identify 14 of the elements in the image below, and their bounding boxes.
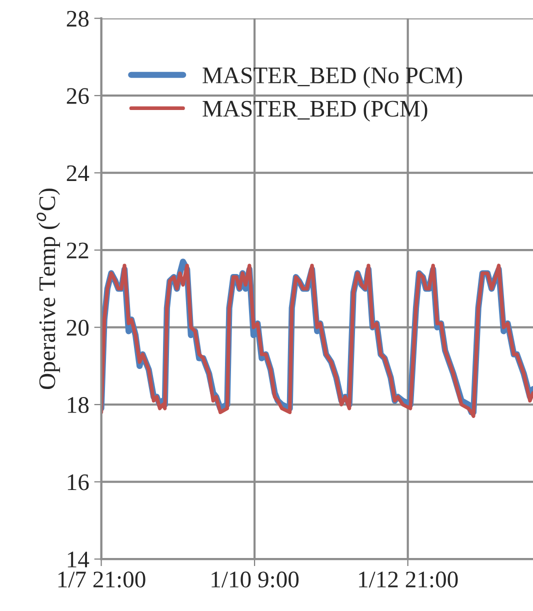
y-tick-label: 24: [66, 165, 90, 182]
legend-label: MASTER_BED (No PCM): [202, 66, 462, 88]
y-tick-label: 20: [66, 320, 89, 336]
y-tick-label: 28: [66, 10, 89, 27]
y-axis-title: Operative Temp ($^{o}$C): [36, 188, 60, 390]
y-tick-label: 22: [66, 242, 88, 258]
y-tick-label: 16: [68, 474, 89, 490]
y-tick-label: 18: [68, 397, 89, 413]
legend-label: MASTER_BED (PCM): [202, 100, 428, 122]
y-tick-label: 14: [68, 552, 90, 568]
x-tick-label: 1/10 9:00: [212, 572, 299, 588]
x-tick-label: 1/7 21:00: [58, 572, 146, 588]
y-tick-label: 26: [66, 88, 89, 104]
x-tick-label: 1/12 21:00: [359, 572, 458, 588]
